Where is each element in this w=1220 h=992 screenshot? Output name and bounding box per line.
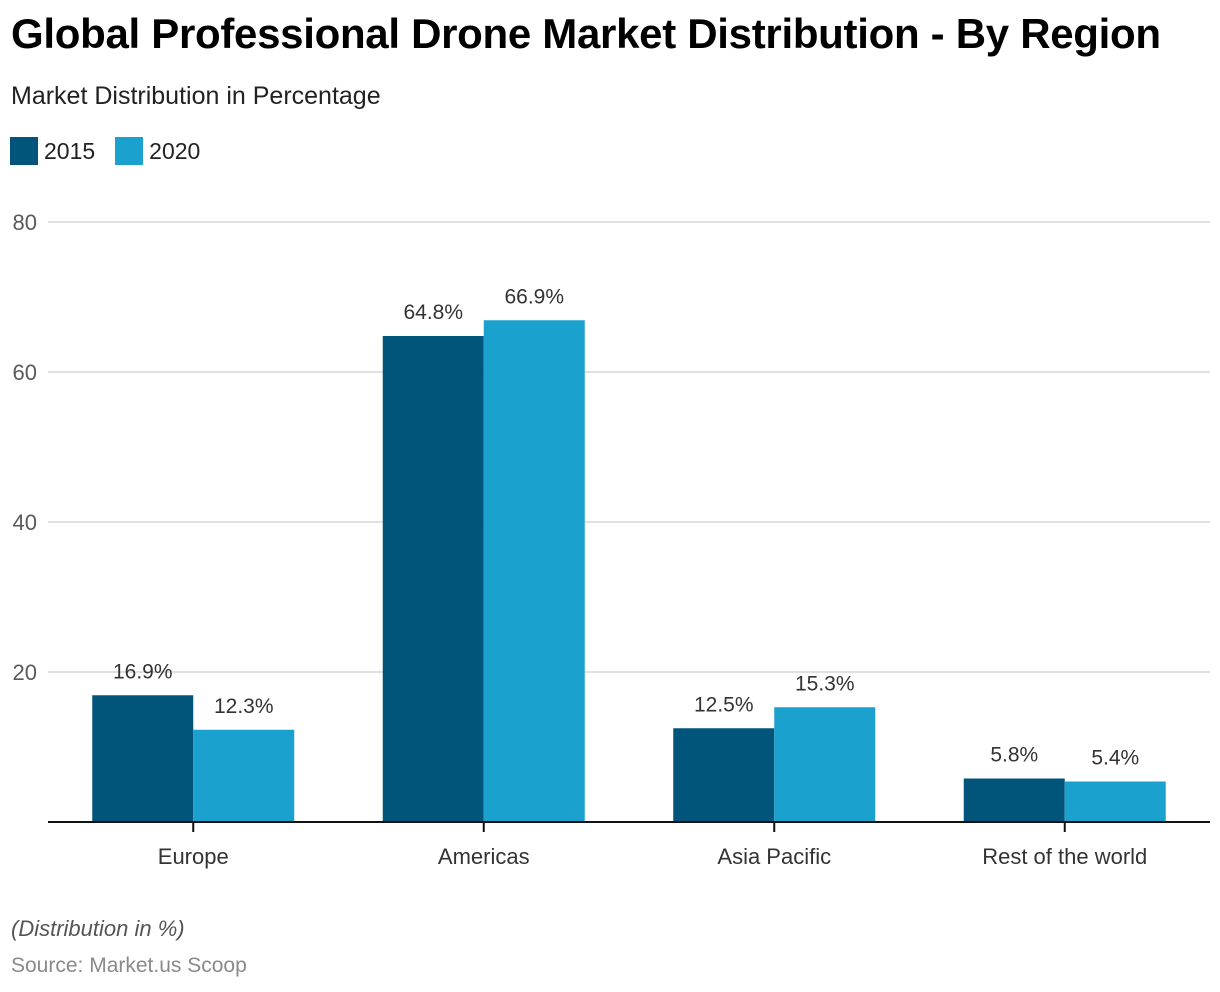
- gridlines: [48, 221, 1210, 673]
- x-tick-label: Rest of the world: [982, 844, 1147, 869]
- bar-2020-americas: [483, 320, 585, 822]
- y-tick-label: 60: [13, 360, 37, 385]
- data-label: 5.4%: [1091, 747, 1139, 770]
- chart-source: Source: Market.us Scoop: [11, 954, 247, 977]
- chart-note: (Distribution in %): [11, 916, 185, 941]
- data-label: 64.8%: [403, 301, 463, 324]
- y-tick-label: 40: [13, 510, 37, 535]
- data-label: 16.9%: [113, 660, 173, 683]
- x-tick-label: Americas: [438, 844, 530, 869]
- bar-2020-rest-of-the-world: [1064, 781, 1166, 822]
- chart-subtitle: Market Distribution in Percentage: [11, 82, 381, 110]
- data-label: 5.8%: [990, 744, 1038, 767]
- y-tick-label: 20: [13, 660, 37, 685]
- bar-2015-asia-pacific: [673, 728, 775, 822]
- y-tick-label: 80: [13, 210, 37, 235]
- bar-2020-asia-pacific: [774, 707, 876, 822]
- bar-2015-rest-of-the-world: [963, 778, 1065, 822]
- bars: [92, 320, 1166, 822]
- legend-swatch-2020: [115, 137, 144, 165]
- bar-2020-europe: [193, 729, 295, 822]
- data-label: 12.5%: [694, 693, 754, 716]
- bar-2015-americas: [382, 336, 484, 822]
- data-label: 15.3%: [795, 672, 855, 695]
- x-tick-label: Asia Pacific: [717, 844, 831, 869]
- x-axis: Europe Americas Asia Pacific Rest of the wo…: [48, 821, 1210, 869]
- data-labels: 16.9% 12.3% 64.8% 66.9% 12.5% 15.3% 5.8% 5.4%: [113, 285, 1139, 769]
- data-label: 12.3%: [214, 695, 274, 718]
- chart-title: Global Professional Drone Market Distrib…: [11, 10, 1161, 57]
- legend-item-2020[interactable]: 2020: [115, 137, 200, 165]
- legend-label-2015: 2015: [44, 137, 96, 164]
- legend-item-2015[interactable]: 2015: [10, 137, 95, 165]
- legend-swatch-2015: [10, 137, 38, 165]
- legend-label-2020: 2020: [149, 137, 201, 164]
- data-label: 66.9%: [504, 285, 564, 308]
- y-axis-ticks: 20 40 60 80: [13, 210, 37, 685]
- legend: 2015 2020: [10, 137, 220, 165]
- x-tick-label: Europe: [158, 844, 229, 869]
- bar-2015-europe: [92, 695, 194, 822]
